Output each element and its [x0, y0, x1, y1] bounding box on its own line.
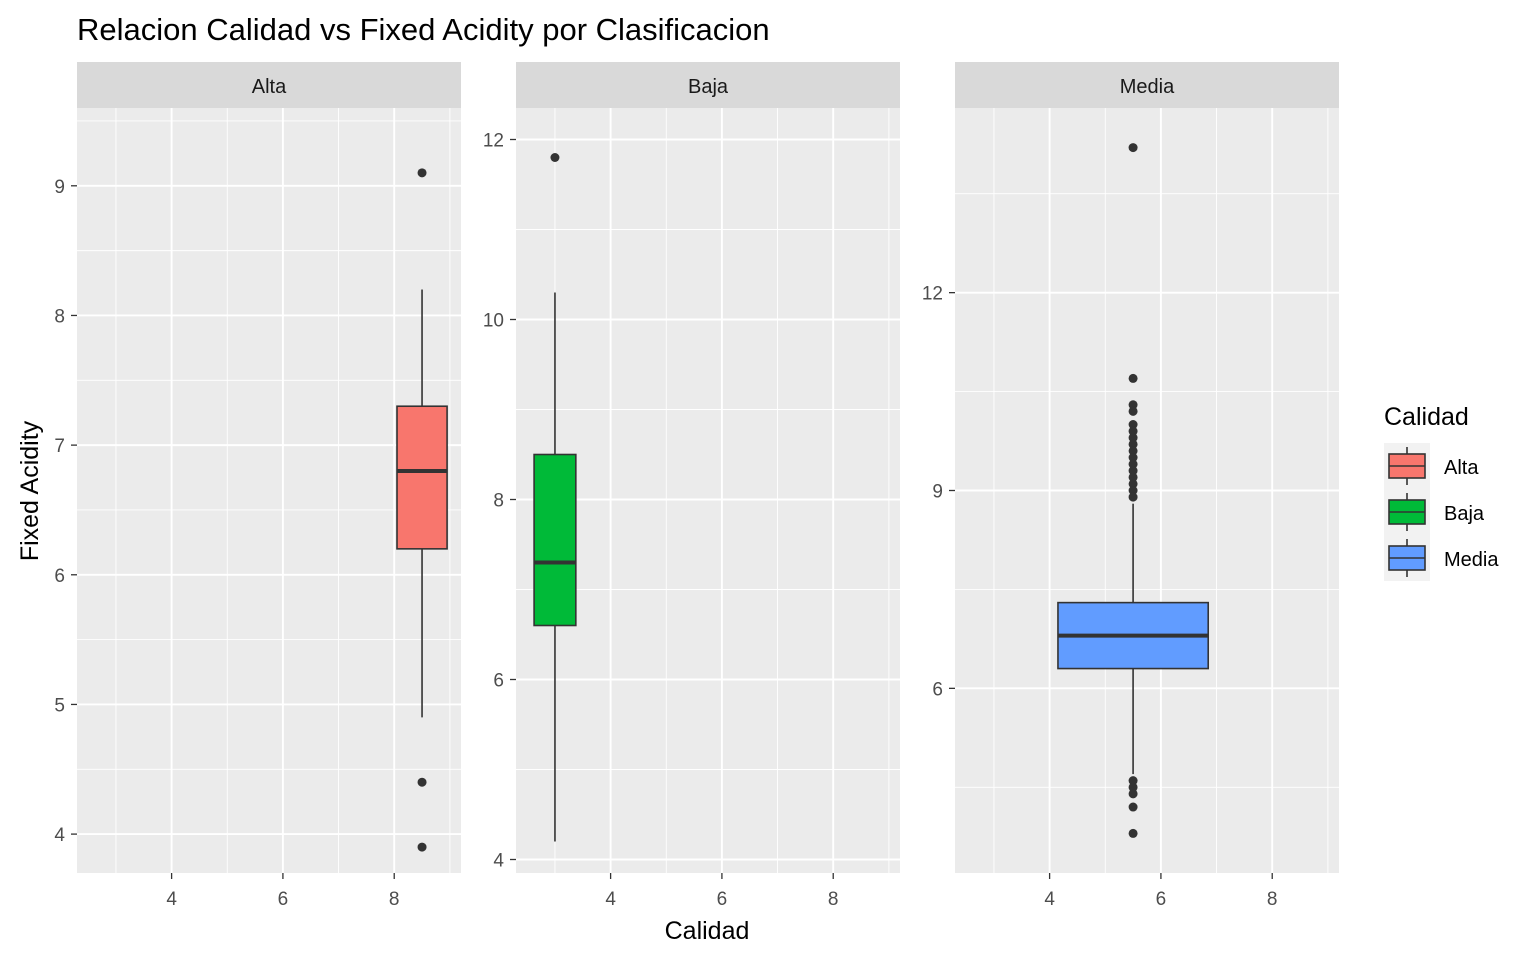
facet-panel-media: Media 4 6 8 6 9 12	[922, 62, 1339, 910]
y-axis-title: Fixed Acidity	[16, 420, 44, 561]
outlier-point	[1128, 776, 1138, 786]
outlier-point	[417, 777, 427, 787]
panel-background	[516, 108, 900, 873]
y-tick-label: 4	[54, 825, 65, 846]
x-tick-label: 8	[828, 889, 839, 910]
y-tick-label: 9	[932, 482, 943, 503]
outlier-point	[1128, 782, 1138, 792]
outlier-point	[1128, 426, 1138, 436]
outlier-point	[1128, 486, 1138, 495]
facet-strip	[77, 62, 461, 108]
outlier-point	[417, 842, 427, 852]
facet-strip-label: Baja	[688, 76, 729, 98]
legend-title: Calidad	[1384, 403, 1469, 431]
x-tick-label: 4	[605, 889, 616, 910]
outlier-point	[1128, 459, 1138, 469]
facet-panels: Alta 4 6 8 4 5 6 7 8 9 Baja 4 6 8 4 6 8 10 12 Media 4 6 8 6 9 12	[54, 62, 1339, 910]
outlier-point	[1128, 789, 1138, 799]
y-tick-label: 10	[483, 311, 504, 332]
y-tick-label: 8	[54, 306, 65, 327]
y-tick-label: 6	[493, 671, 504, 692]
outlier-point	[1128, 439, 1138, 449]
box-iqr	[396, 405, 448, 550]
outlier-point	[1128, 472, 1138, 482]
outlier-point	[1128, 453, 1138, 463]
box-iqr	[533, 453, 577, 627]
outlier-point	[1128, 828, 1138, 838]
y-tick-label: 8	[493, 491, 504, 512]
outlier-point	[1128, 492, 1138, 502]
facet-strip	[955, 62, 1339, 108]
outlier-point	[1128, 802, 1138, 812]
outlier-point	[1128, 143, 1138, 153]
facet-strip-label: Alta	[252, 76, 287, 98]
facet-panel-alta: Alta 4 6 8 4 5 6 7 8 9	[54, 62, 461, 910]
outlier-point	[1128, 446, 1138, 456]
x-tick-label: 6	[278, 889, 289, 910]
outlier-point	[1128, 433, 1138, 443]
x-tick-label: 4	[1044, 889, 1055, 910]
outlier-point	[1128, 420, 1138, 430]
outlier-point	[1128, 400, 1138, 410]
outlier-point	[1128, 406, 1138, 416]
outlier-point	[417, 168, 427, 178]
outlier-point	[1128, 373, 1138, 383]
y-tick-label: 7	[54, 436, 65, 457]
outlier-point	[1128, 479, 1138, 489]
y-tick-label: 9	[54, 177, 65, 198]
legend-entry-baja: Baja	[1384, 489, 1485, 535]
x-tick-label: 8	[1267, 889, 1278, 910]
legend-label: Baja	[1444, 503, 1485, 525]
x-axis-title: Calidad	[665, 917, 750, 945]
y-tick-label: 12	[922, 284, 943, 305]
legend-label: Alta	[1444, 457, 1479, 479]
x-tick-label: 6	[1156, 889, 1167, 910]
legend-label: Media	[1444, 549, 1499, 571]
y-tick-label: 6	[54, 566, 65, 587]
legend: Calidad Alta Baja Media	[1384, 403, 1499, 581]
y-tick-label: 4	[493, 851, 504, 872]
y-tick-label: 6	[932, 679, 943, 700]
outlier-point	[550, 153, 560, 162]
facet-panel-baja: Baja 4 6 8 4 6 8 10 12	[483, 62, 900, 910]
chart-title: Relacion Calidad vs Fixed Acidity por Cl…	[77, 12, 770, 47]
x-tick-label: 4	[166, 889, 177, 910]
x-tick-label: 6	[717, 889, 728, 910]
facet-strip	[516, 62, 900, 108]
x-tick-label: 8	[389, 889, 400, 910]
y-tick-label: 5	[54, 695, 65, 716]
facet-strip-label: Media	[1120, 76, 1175, 98]
legend-entry-alta: Alta	[1384, 443, 1479, 489]
outlier-point	[1128, 466, 1138, 476]
legend-entry-media: Media	[1384, 535, 1499, 581]
y-tick-label: 12	[483, 131, 504, 152]
